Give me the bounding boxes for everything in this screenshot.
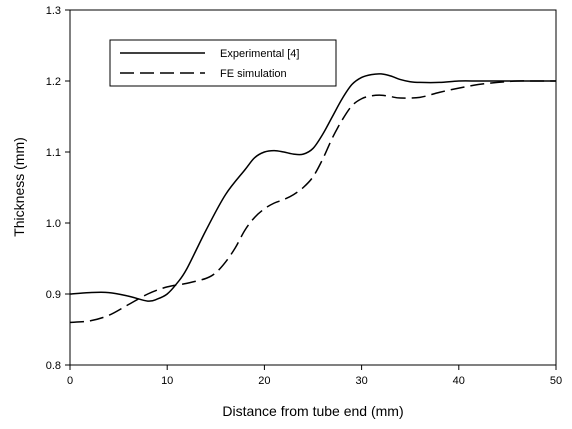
y-tick-label: 1.3	[46, 5, 61, 17]
plot-area	[69, 9, 557, 366]
legend-label-fe-simulation: FE simulation	[220, 68, 287, 80]
x-tick-label: 50	[550, 375, 562, 387]
x-tick-label: 30	[355, 375, 367, 387]
series-line-experimental	[69, 73, 556, 302]
legend-label-experimental: Experimental [4]	[220, 48, 299, 60]
x-tick-label: 20	[258, 375, 270, 387]
series-line-fe-simulation	[69, 80, 556, 324]
x-tick-label: 40	[453, 375, 465, 387]
y-axis-label: Thickness (mm)	[11, 137, 27, 237]
y-tick-label: 1.1	[46, 147, 61, 159]
y-tick-label: 0.9	[46, 289, 61, 301]
legend-box	[109, 39, 337, 87]
y-tick-label: 0.8	[46, 360, 61, 372]
y-tick-label: 1.2	[46, 76, 61, 88]
legend: Experimental [4] FE simulation	[109, 39, 337, 87]
series-layer	[69, 73, 556, 324]
y-axis-ticks: 0.8 0.9 1.0 1.1 1.2 1.3	[46, 5, 70, 372]
x-axis-ticks: 0 10 20 30 40 50	[67, 365, 562, 387]
y-tick-label: 1.0	[46, 218, 61, 230]
x-tick-label: 10	[161, 375, 173, 387]
x-axis-label: Distance from tube end (mm)	[222, 403, 403, 419]
x-tick-label: 0	[67, 375, 73, 387]
